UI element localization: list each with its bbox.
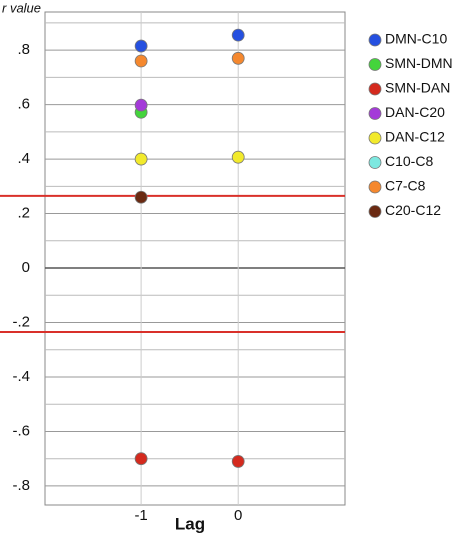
legend-marker bbox=[368, 156, 382, 169]
x-axis-label: Lag bbox=[175, 514, 205, 533]
y-axis-label: r value bbox=[2, 0, 41, 15]
legend-marker bbox=[368, 131, 382, 145]
legend-marker bbox=[368, 82, 382, 96]
legend-label: DMN-C10 bbox=[385, 31, 447, 47]
legend-label: C7-C8 bbox=[385, 178, 426, 194]
point bbox=[231, 150, 245, 164]
point bbox=[134, 190, 148, 204]
y-tick-label: -.4 bbox=[12, 368, 30, 385]
legend-label: C10-C8 bbox=[385, 153, 433, 169]
y-tick-label: -.6 bbox=[12, 422, 30, 439]
legend-marker bbox=[368, 180, 382, 194]
y-tick-label: .4 bbox=[17, 150, 30, 167]
plot-area bbox=[44, 11, 346, 506]
y-tick-label: -.2 bbox=[12, 313, 30, 330]
point bbox=[134, 98, 148, 112]
x-tick-label: -1 bbox=[134, 507, 147, 524]
y-tick-label: .2 bbox=[17, 205, 30, 222]
y-tick-label: .8 bbox=[17, 41, 30, 58]
point bbox=[134, 452, 148, 466]
point bbox=[231, 28, 245, 42]
x-tick-label: 0 bbox=[234, 507, 242, 524]
point bbox=[134, 152, 148, 166]
y-tick-label: 0 bbox=[22, 259, 30, 276]
point bbox=[231, 455, 245, 468]
legend-marker bbox=[368, 33, 382, 47]
legend-label: SMN-DMN bbox=[385, 55, 453, 71]
legend-label: DAN-C20 bbox=[385, 104, 445, 120]
y-tick-label: -.8 bbox=[12, 477, 30, 494]
point bbox=[231, 51, 245, 65]
legend-marker bbox=[368, 205, 382, 218]
legend-marker bbox=[368, 58, 382, 71]
legend-marker bbox=[368, 107, 382, 120]
legend-label: DAN-C12 bbox=[385, 129, 445, 145]
point bbox=[134, 39, 148, 53]
y-tick-label: .6 bbox=[17, 96, 30, 113]
legend-label: C20-C12 bbox=[385, 202, 441, 218]
legend-label: SMN-DAN bbox=[385, 80, 450, 96]
point bbox=[134, 54, 148, 68]
